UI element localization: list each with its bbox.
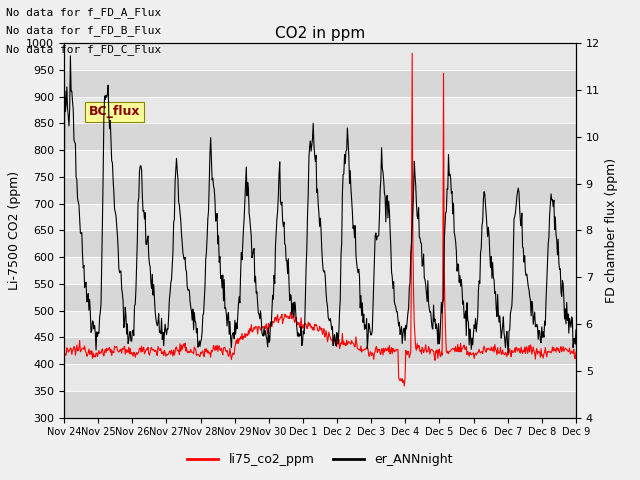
Bar [64,284,576,311]
Text: No data for f_FD_A_Flux: No data for f_FD_A_Flux [6,7,162,18]
Text: No data for f_FD_C_Flux: No data for f_FD_C_Flux [6,44,162,55]
Bar [64,70,576,96]
Text: BC_flux: BC_flux [89,106,141,119]
Legend: li75_co2_ppm, er_ANNnight: li75_co2_ppm, er_ANNnight [182,448,458,471]
Bar [64,391,576,418]
Y-axis label: FD chamber flux (ppm): FD chamber flux (ppm) [605,158,618,303]
Bar [64,177,576,204]
Bar [64,337,576,364]
Y-axis label: Li-7500 CO2 (ppm): Li-7500 CO2 (ppm) [8,171,20,290]
Bar [64,123,576,150]
Bar [64,230,576,257]
Title: CO2 in ppm: CO2 in ppm [275,25,365,41]
Text: No data for f_FD_B_Flux: No data for f_FD_B_Flux [6,25,162,36]
